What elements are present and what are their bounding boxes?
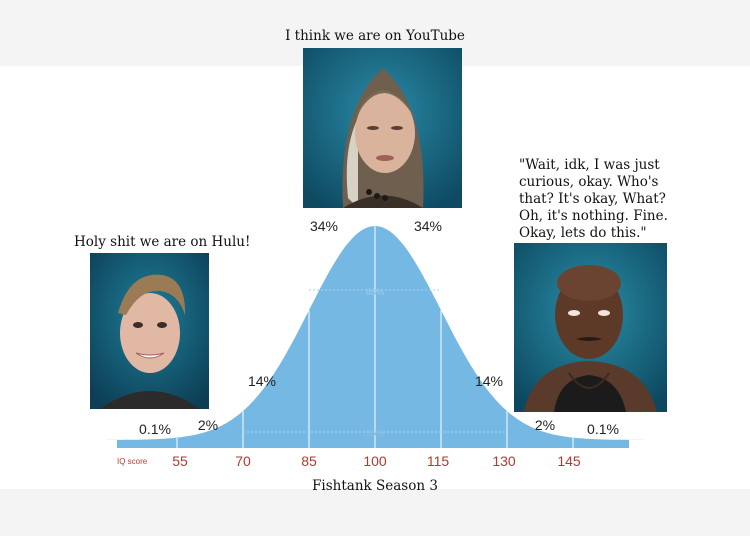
segment-label-8: 0.1% — [587, 421, 619, 437]
segment-label-6: 14% — [475, 373, 503, 389]
sd-lines — [176, 226, 574, 448]
tick-70: 70 — [235, 453, 251, 469]
segment-label-4: 34% — [310, 218, 338, 234]
baseline-bar — [117, 440, 629, 448]
woman-portrait-photo — [303, 48, 462, 208]
tick-115: 115 — [427, 453, 450, 469]
tick-145: 145 — [557, 453, 581, 469]
left-caption: Holy shit we are on Hulu! — [74, 234, 251, 250]
segment-label-2: 2% — [198, 417, 218, 433]
tick-130: 130 — [492, 453, 516, 469]
x-axis-label: IQ score — [117, 457, 148, 466]
segment-label-7: 2% — [535, 417, 555, 433]
bottom-band — [0, 489, 750, 536]
person-portrait-photo — [90, 253, 209, 409]
inner-label-68: 68% — [366, 287, 384, 297]
inner-label-95: 95% — [366, 428, 384, 438]
right-caption: "Wait, idk, I was just curious, okay. Wh… — [519, 157, 668, 241]
segment-label-3: 14% — [248, 373, 276, 389]
tick-55: 55 — [172, 453, 188, 469]
segment-label-5: 34% — [414, 218, 442, 234]
tick-85: 85 — [301, 453, 317, 469]
man-portrait-photo — [514, 243, 667, 412]
tick-100: 100 — [363, 453, 387, 469]
segment-label-1: 0.1% — [139, 421, 171, 437]
top-caption: I think we are on YouTube — [285, 28, 465, 44]
bottom-caption: Fishtank Season 3 — [312, 478, 438, 494]
